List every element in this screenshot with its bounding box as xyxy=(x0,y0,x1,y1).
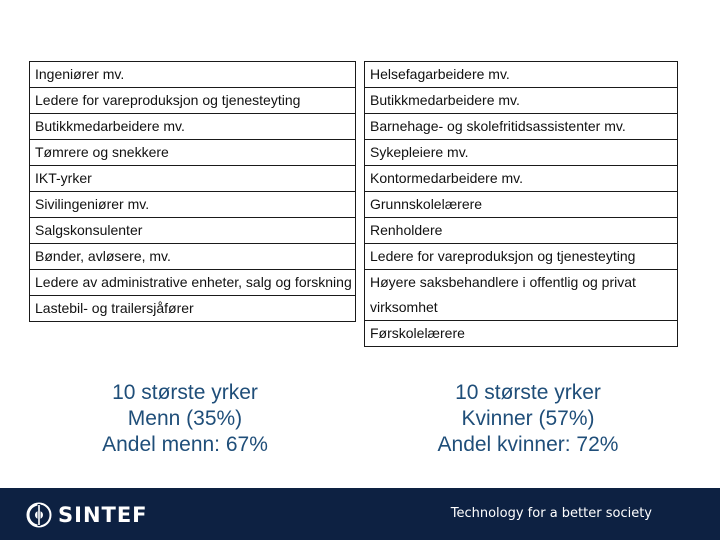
table-cell: Tømrere og snekkere xyxy=(29,139,356,166)
table-row: Renholdere xyxy=(364,217,678,244)
table-cell: IKT-yrker xyxy=(29,165,356,192)
table-row: Ledere for vareproduksjon og tjenesteyti… xyxy=(364,243,678,270)
table-cell: Bønder, avløsere, mv. xyxy=(29,243,356,270)
table-row: Barnehage- og skolefritidsassistenter mv… xyxy=(364,113,678,140)
table-row: Sykepleiere mv. xyxy=(364,139,678,166)
table-row: Butikkmedarbeidere mv. xyxy=(364,87,678,114)
table-row: Helsefagarbeidere mv. xyxy=(364,61,678,88)
table-cell: Ledere for vareproduksjon og tjenesteyti… xyxy=(364,243,678,270)
sintef-logo-icon xyxy=(26,502,52,528)
table-cell: Renholdere xyxy=(364,217,678,244)
caption-line: Andel menn: 67% xyxy=(102,433,268,456)
table-cell: Salgskonsulenter xyxy=(29,217,356,244)
table-cell: Sivilingeniører mv. xyxy=(29,191,356,218)
caption-line: 10 største yrker xyxy=(455,381,601,404)
sintef-logo: SINTEF xyxy=(26,501,148,529)
table-cell: Sykepleiere mv. xyxy=(364,139,678,166)
table-row: Kontormedarbeidere mv. xyxy=(364,165,678,192)
table-row: IKT-yrker xyxy=(29,165,356,192)
table-row: Ledere for vareproduksjon og tjenesteyti… xyxy=(29,87,356,114)
caption-line: Andel kvinner: 72% xyxy=(437,433,619,456)
table-row: Butikkmedarbeidere mv. xyxy=(29,113,356,140)
table-row: Høyere saksbehandlere i offentlig og pri… xyxy=(364,269,678,321)
table-cell: Ledere av administrative enheter, salg o… xyxy=(29,269,356,296)
table-cell: Helsefagarbeidere mv. xyxy=(364,61,678,88)
table-row: Ledere av administrative enheter, salg o… xyxy=(29,269,356,296)
women-occupations-table: Helsefagarbeidere mv. Butikkmedarbeidere… xyxy=(364,61,678,347)
caption-line: Kvinner (57%) xyxy=(461,407,595,430)
table-cell: Førskolelærere xyxy=(364,320,678,347)
table-cell: Ledere for vareproduksjon og tjenesteyti… xyxy=(29,87,356,114)
table-row: Sivilingeniører mv. xyxy=(29,191,356,218)
logo-text: SINTEF xyxy=(58,503,148,527)
table-cell: Grunnskolelærere xyxy=(364,191,678,218)
caption-line: Menn (35%) xyxy=(127,407,243,430)
table-cell: Barnehage- og skolefritidsassistenter mv… xyxy=(364,113,678,140)
table-cell: Kontormedarbeidere mv. xyxy=(364,165,678,192)
table-row: Grunnskolelærere xyxy=(364,191,678,218)
table-cell: Butikkmedarbeidere mv. xyxy=(364,87,678,114)
men-caption: 10 største yrker Menn (35%) Andel menn: … xyxy=(40,380,330,458)
table-cell: Ingeniører mv. xyxy=(29,61,356,88)
table-row: Førskolelærere xyxy=(364,320,678,347)
footer-bar: SINTEF Technology for a better society xyxy=(0,488,720,540)
table-row: Bønder, avløsere, mv. xyxy=(29,243,356,270)
table-cell: Lastebil- og trailersjåfører xyxy=(29,295,356,322)
caption-line: 10 største yrker xyxy=(112,381,258,404)
table-cell: Høyere saksbehandlere i offentlig og pri… xyxy=(364,269,678,321)
table-row: Ingeniører mv. xyxy=(29,61,356,88)
table-row: Salgskonsulenter xyxy=(29,217,356,244)
table-cell: Butikkmedarbeidere mv. xyxy=(29,113,356,140)
tagline: Technology for a better society xyxy=(450,506,652,521)
table-row: Tømrere og snekkere xyxy=(29,139,356,166)
women-caption: 10 største yrker Kvinner (57%) Andel kvi… xyxy=(383,380,673,458)
table-row: Lastebil- og trailersjåfører xyxy=(29,295,356,322)
men-occupations-table: Ingeniører mv. Ledere for vareproduksjon… xyxy=(29,61,356,322)
